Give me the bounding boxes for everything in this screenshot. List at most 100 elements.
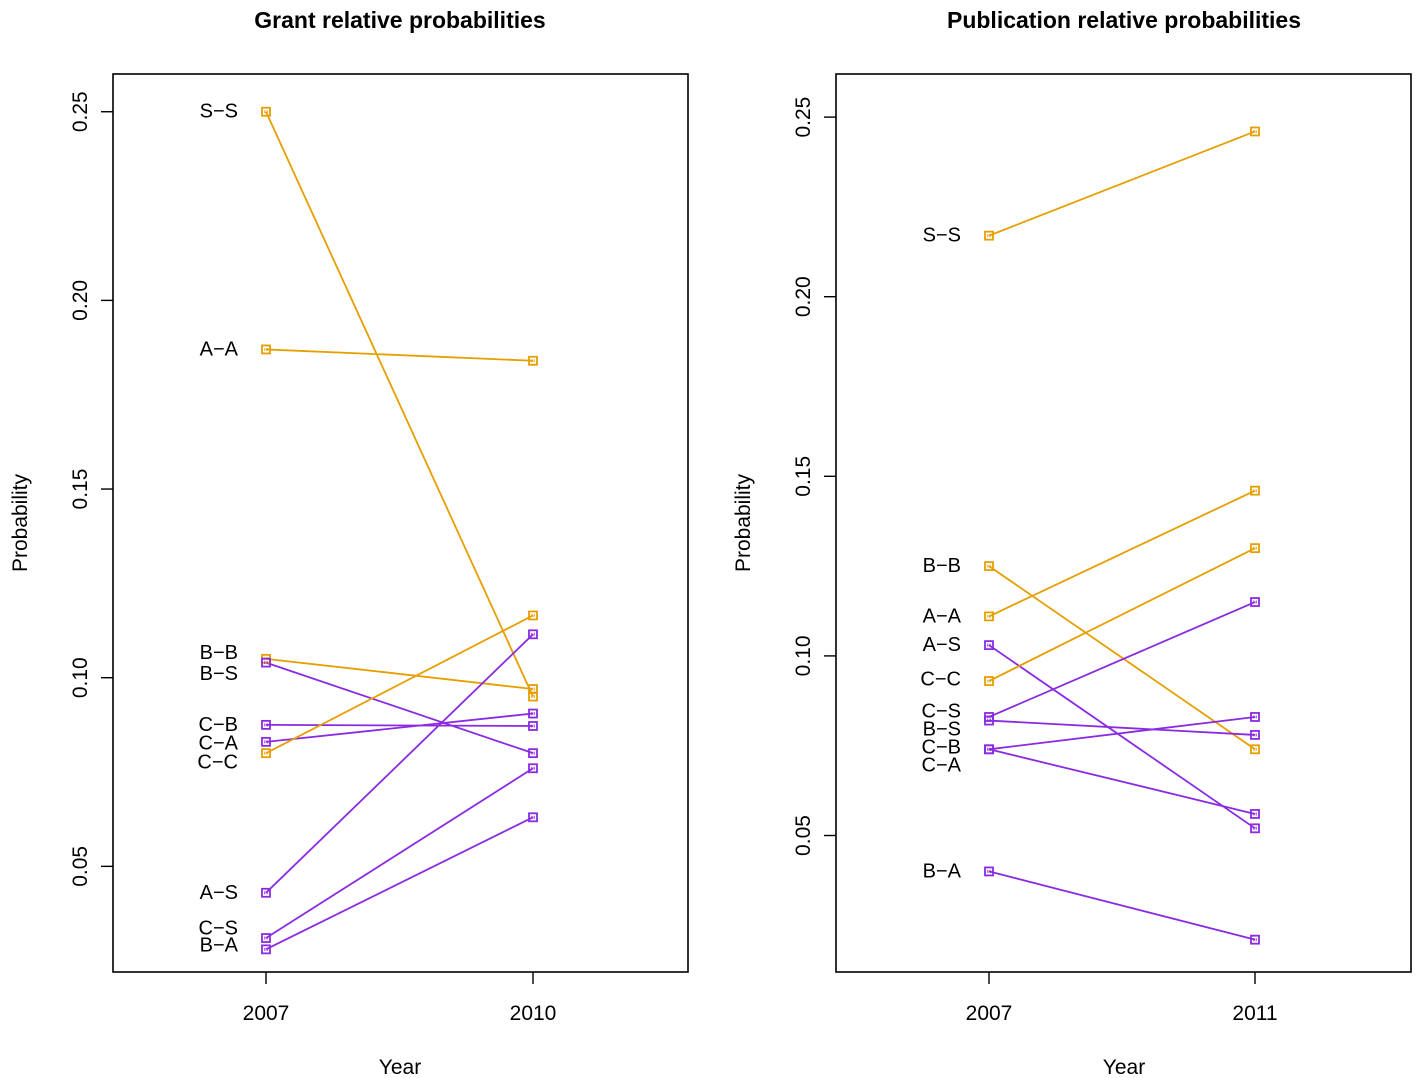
data-point xyxy=(261,933,271,943)
series-line xyxy=(988,130,1256,237)
data-point xyxy=(261,719,271,730)
data-point xyxy=(1250,823,1260,834)
series-line xyxy=(988,716,1256,751)
series-line xyxy=(988,644,1256,830)
series-label: B−B xyxy=(200,642,238,664)
data-point xyxy=(1250,543,1260,554)
publication-point-labels: S−S B−B A−A A−S C−C C−SB−SC−BC−A B−A xyxy=(920,225,961,883)
publication-series-lines xyxy=(988,130,1256,941)
series-line xyxy=(265,657,534,690)
y-tick-label: 0.10 xyxy=(792,635,815,676)
grant-plot-frame xyxy=(112,73,689,973)
data-point xyxy=(528,763,538,774)
series-label: S−S xyxy=(200,101,238,123)
series-line xyxy=(988,489,1256,618)
x-tick-label: 2007 xyxy=(966,1002,1013,1025)
series-line xyxy=(988,601,1256,718)
data-point xyxy=(984,230,994,241)
series-line xyxy=(265,633,534,894)
x-tick-label: 2011 xyxy=(1232,1002,1277,1025)
y-tick-label: 0.25 xyxy=(792,97,815,138)
y-tick-label: 0.10 xyxy=(69,657,92,698)
data-point xyxy=(984,676,994,686)
series-label: C−S xyxy=(199,918,238,940)
grant-axis-ticks: 0.05 0.10 0.15 0.20 0.25 2007 2010 xyxy=(69,91,556,1025)
data-point xyxy=(261,106,271,117)
data-point xyxy=(1250,485,1260,496)
series-label: B−S xyxy=(923,719,961,741)
data-point xyxy=(261,887,271,898)
data-point xyxy=(1250,934,1260,945)
data-point xyxy=(528,812,538,823)
data-point xyxy=(1250,809,1260,819)
series-label: C−A xyxy=(199,733,239,755)
series-label: S−S xyxy=(923,225,961,247)
publication-plot-frame xyxy=(835,73,1412,973)
grant-x-axis-label: Year xyxy=(379,1056,421,1078)
data-point xyxy=(1250,126,1260,137)
data-point xyxy=(261,657,271,668)
series-line xyxy=(988,565,1256,751)
series-line xyxy=(265,816,534,951)
series-label: B−A xyxy=(923,860,962,882)
series-label: C−A xyxy=(922,754,962,776)
series-label: C−S xyxy=(922,701,961,723)
data-point xyxy=(528,708,538,719)
data-point xyxy=(261,344,271,355)
data-point xyxy=(528,721,538,731)
data-point xyxy=(984,561,994,572)
data-point xyxy=(984,611,994,622)
data-point xyxy=(261,944,271,955)
data-point xyxy=(1250,730,1260,740)
grant-series-points xyxy=(261,106,538,955)
series-label: C−B xyxy=(199,714,238,736)
series-line xyxy=(265,348,534,362)
series-label: B−B xyxy=(923,555,961,577)
grant-chart-panel: Grant relative probabilities Year Probab… xyxy=(9,7,689,1078)
data-point xyxy=(261,736,271,747)
x-tick-label: 2010 xyxy=(510,1002,557,1025)
data-point xyxy=(528,355,538,366)
y-tick-label: 0.25 xyxy=(69,91,92,132)
publication-chart-title: Publication relative probabilities xyxy=(947,7,1301,33)
y-tick-label: 0.15 xyxy=(792,456,815,497)
series-label: C−B xyxy=(922,737,961,759)
grant-point-labels: S−S A−A B−BB−S C−BC−AC−C A−S C−SB−A xyxy=(197,101,238,957)
data-point xyxy=(984,640,994,651)
series-label: A−A xyxy=(200,338,239,360)
data-point xyxy=(984,744,994,755)
series-line xyxy=(265,661,534,755)
series-line xyxy=(988,547,1256,682)
series-label: B−A xyxy=(200,935,239,957)
data-point xyxy=(984,866,994,877)
publication-x-axis-label: Year xyxy=(1103,1056,1145,1078)
data-point xyxy=(528,629,538,640)
data-point xyxy=(1250,712,1260,722)
series-label: A−A xyxy=(923,605,962,627)
y-tick-label: 0.05 xyxy=(69,846,92,887)
publication-chart-panel: Publication relative probabilities Year … xyxy=(732,7,1412,1078)
series-label: A−S xyxy=(200,882,238,904)
series-line xyxy=(265,767,534,939)
series-line xyxy=(988,748,1256,815)
grant-chart-title: Grant relative probabilities xyxy=(254,7,545,33)
publication-y-axis-label: Probability xyxy=(732,473,755,572)
series-line xyxy=(265,614,534,754)
publication-series-points xyxy=(984,126,1260,945)
publication-axis-ticks: 0.05 0.10 0.15 0.20 0.25 2007 2011 xyxy=(792,97,1278,1025)
grant-series-lines xyxy=(265,111,534,951)
grant-y-axis-label: Probability xyxy=(9,473,32,572)
series-label: C−C xyxy=(197,752,238,774)
data-point xyxy=(261,748,271,759)
series-line xyxy=(265,111,534,697)
series-label: C−C xyxy=(920,668,961,690)
data-point xyxy=(528,748,538,759)
data-point xyxy=(984,715,994,726)
series-label: B−S xyxy=(200,663,238,685)
y-tick-label: 0.20 xyxy=(69,280,92,321)
data-point xyxy=(1250,597,1260,607)
y-tick-label: 0.15 xyxy=(69,469,92,510)
series-line xyxy=(265,712,534,743)
x-tick-label: 2007 xyxy=(243,1002,290,1025)
